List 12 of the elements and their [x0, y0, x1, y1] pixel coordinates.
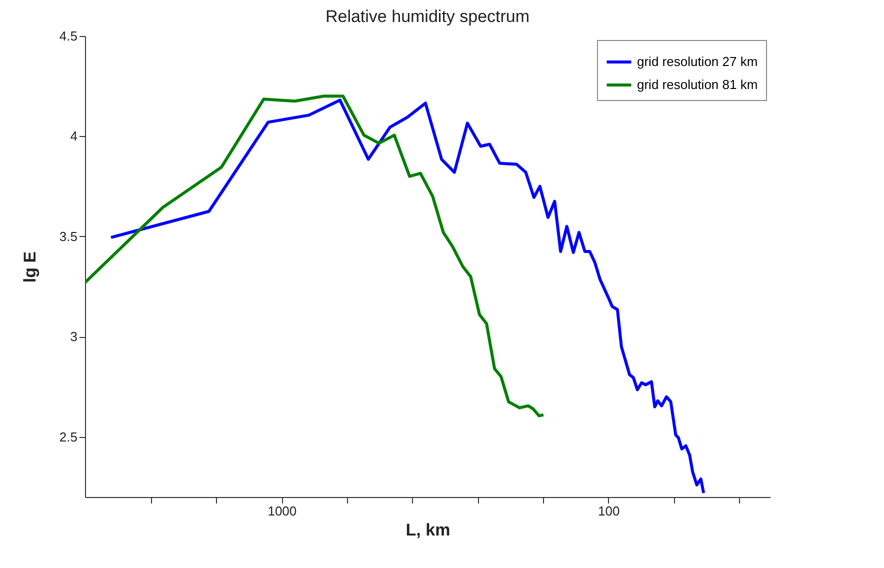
chart-title: Relative humidity spectrum	[325, 7, 530, 26]
legend-label: grid resolution 81 km	[637, 77, 758, 92]
y-axis-title: lg E	[20, 251, 40, 283]
y-tick-label: 3.5	[59, 228, 78, 244]
y-tick-label: 4	[70, 128, 78, 144]
x-axis-title: L, km	[406, 520, 450, 540]
legend-label: grid resolution 27 km	[637, 54, 758, 69]
y-tick-label: 4.5	[59, 28, 78, 44]
y-tick-label: 3	[70, 329, 78, 344]
x-tick-label: 1000	[268, 504, 297, 518]
x-tick-label: 100	[598, 504, 620, 518]
y-tick-label: 2.5	[59, 429, 78, 444]
